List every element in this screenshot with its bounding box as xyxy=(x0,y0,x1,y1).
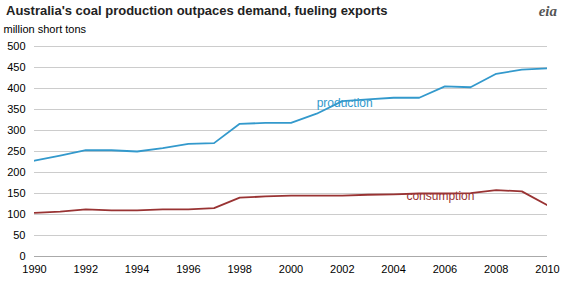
svg-text:300: 300 xyxy=(7,124,25,136)
svg-text:1994: 1994 xyxy=(125,263,149,275)
svg-text:2000: 2000 xyxy=(279,263,303,275)
html-text:Australia's coal production ou: Australia's coal production outpaces dem… xyxy=(6,3,388,18)
svg-text:150: 150 xyxy=(7,187,25,199)
svg-text:50: 50 xyxy=(13,229,25,241)
svg-text:450: 450 xyxy=(7,61,25,73)
svg-text:million short tons: million short tons xyxy=(4,23,87,35)
svg-text:2002: 2002 xyxy=(330,263,354,275)
svg-text:2008: 2008 xyxy=(484,263,508,275)
svg-text:production: production xyxy=(317,96,373,110)
svg-text:2006: 2006 xyxy=(433,263,457,275)
svg-text:200: 200 xyxy=(7,166,25,178)
svg-text:100: 100 xyxy=(7,208,25,220)
svg-text:500: 500 xyxy=(7,40,25,52)
html-text:eia: eia xyxy=(538,3,557,19)
svg-text:350: 350 xyxy=(7,103,25,115)
svg-text:1990: 1990 xyxy=(22,263,46,275)
svg-text:consumption: consumption xyxy=(406,189,474,203)
svg-text:250: 250 xyxy=(7,145,25,157)
svg-text:0: 0 xyxy=(19,250,25,262)
svg-text:1998: 1998 xyxy=(227,263,251,275)
svg-text:1992: 1992 xyxy=(74,263,98,275)
svg-text:2004: 2004 xyxy=(381,263,405,275)
svg-text:1996: 1996 xyxy=(176,263,200,275)
svg-text:2010: 2010 xyxy=(535,263,559,275)
svg-text:400: 400 xyxy=(7,82,25,94)
